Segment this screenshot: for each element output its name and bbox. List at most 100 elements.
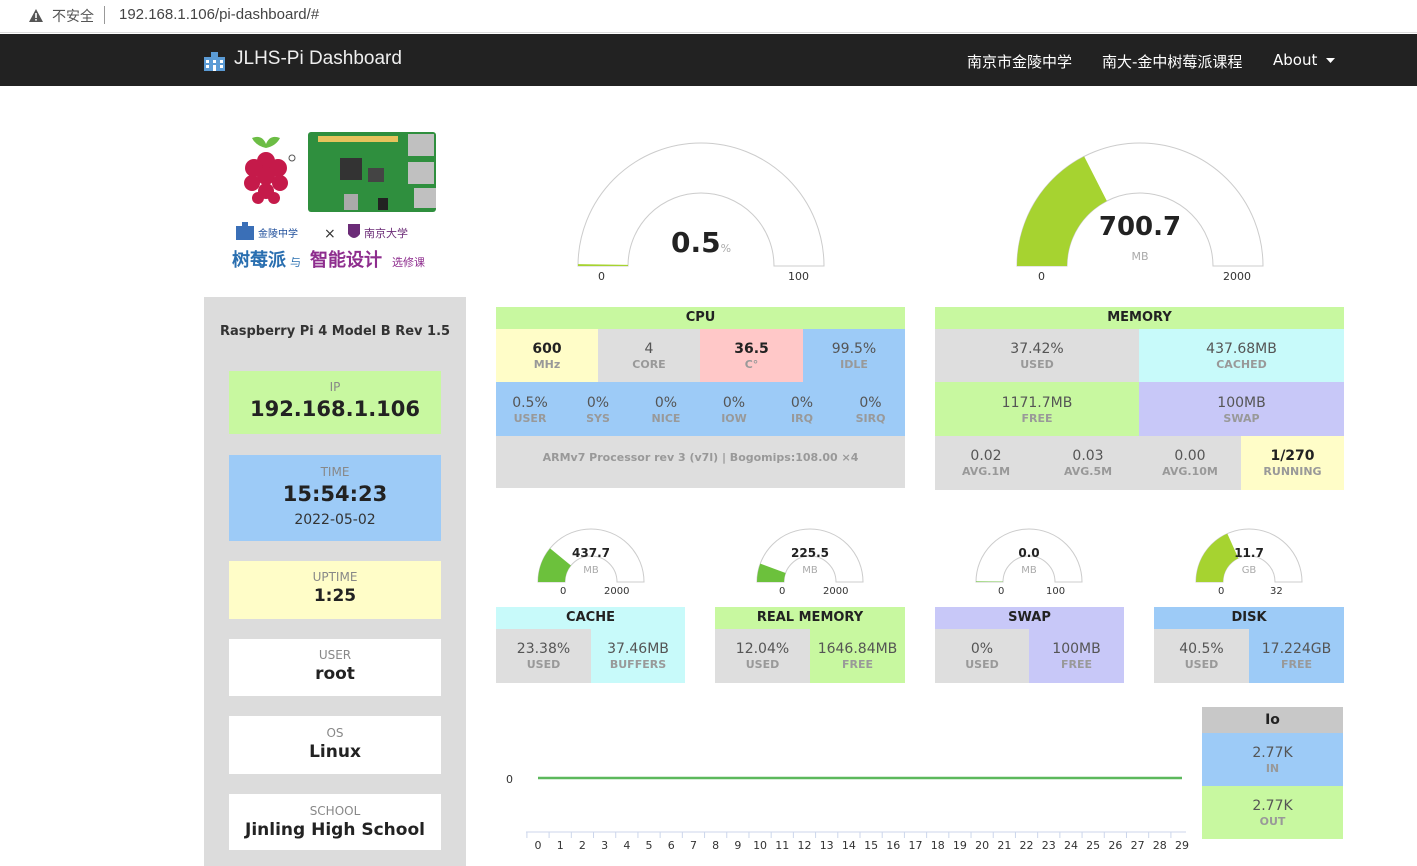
nav-link-jinling[interactable]: 南京市金陵中学 [967,53,1073,71]
swap-gauge-max: 100 [1046,586,1066,597]
cpu-stat-value: 0% [586,395,610,411]
disk-used-value: 40.5% [1179,641,1224,657]
x-tick-label: 9 [734,839,741,852]
real-memory-used-value: 12.04% [735,641,790,657]
school-building-icon [204,52,225,71]
gauge-fill [1017,156,1107,266]
gauge-fill [757,563,786,582]
disk-gauge-min: 0 [1218,586,1225,597]
url-field[interactable]: 192.168.1.106/pi-dashboard/# [119,6,320,23]
x-tick-label: 20 [975,839,989,852]
svg-text:选修课: 选修课 [392,255,425,269]
nav-link-course[interactable]: 南大-金中树莓派课程 [1102,53,1243,71]
x-tick-label: 27 [1131,839,1145,852]
x-tick-label: 24 [1064,839,1078,852]
cpu-stat-value: 0% [859,395,882,411]
cpu-stat-sirq: 0% SIRQ [836,395,905,425]
swap-gauge: 0.0 MB 0 100 [974,528,1084,600]
cpu-stat-label: IOW [721,412,747,425]
memory-title: MEMORY [935,307,1344,329]
time-value: 15:54:23 [282,482,388,506]
cache-used-cell: 23.38% USED [496,629,591,683]
swap-free-value: 100MB [1052,641,1101,657]
school-card: SCHOOL Jinling High School [229,794,441,850]
real-memory-gauge: 225.5 MB 0 2000 [755,528,865,600]
disk-used-cell: 40.5% USED [1154,629,1249,683]
load-avg-1m-label: AVG.1M [961,465,1011,478]
x-tick-label: 14 [842,839,856,852]
cpu-gauge-readout: 0.5% [576,226,826,259]
swap-gauge-min: 0 [998,586,1005,597]
ip-value: 192.168.1.106 [249,397,421,421]
cpu-stat-label: USER [513,412,547,425]
cpu-stat-value: 0.5% [512,395,548,411]
real-memory-gauge-dial [756,528,864,583]
x-tick-label: 26 [1108,839,1122,852]
caret-down-icon [1326,57,1336,63]
io-out-label: OUT [1259,815,1286,828]
cpu-freq-cell: 600 MHz [496,329,598,382]
real-memory-free-label: FREE [841,658,873,671]
cpu-temp-label: C° [744,358,759,371]
running-label: RUNNING [1263,465,1322,478]
cpu-title: CPU [496,307,905,329]
gauge-fill [976,581,1004,582]
y-tick-label: 0 [506,773,513,786]
swap-free-cell: 100MB FREE [1029,629,1124,683]
cpu-info: ARMv7 Processor rev 3 (v7l) | Bogomips:1… [496,436,905,488]
warning-icon [29,9,43,22]
cache-gauge-dial [537,528,645,583]
x-tick-label: 29 [1175,839,1189,852]
cpu-temp-cell: 36.5 C° [700,329,803,382]
ip-label: IP [329,380,341,394]
nav-dropdown-about[interactable]: About [1273,51,1336,69]
load-avg-5m-label: AVG.5M [1063,465,1113,478]
network-line-chart: 0 0 1 2 3 4 5 6 7 8 9 10 11 12 13 14 15 16 17 18 19 20 21 22 23… [506,773,1189,852]
x-tick-label: 17 [909,839,923,852]
user-card: USER root [229,639,441,696]
x-tick-label: 3 [601,839,608,852]
cpu-stat-value: 0% [654,395,678,411]
uptime-value: 1:25 [313,586,357,606]
cpu-gauge-value: 0.5 [670,226,721,259]
x-tick-label: 19 [953,839,967,852]
cache-buffers-label: BUFFERS [609,658,667,671]
cpu-idle-value: 99.5% [831,341,877,357]
memory-used-cell: 37.42% USED [935,329,1139,382]
user-label: USER [318,648,352,662]
cpu-stat-value: 0% [790,395,814,411]
cpu-stat-iow: 0% IOW [700,395,768,425]
school-value: Jinling High School [245,820,425,840]
cpu-stat-nice: 0% NICE [632,395,700,425]
cpu-freq-label: MHz [533,358,561,371]
svg-text:树莓派: 树莓派 [232,249,287,271]
x-tick-label: 11 [775,839,789,852]
memory-gauge-min: 0 [1038,270,1045,283]
user-value: root [315,664,355,684]
real-memory-gauge-value: 225.5 [791,546,829,560]
cache-gauge-max: 2000 [604,586,630,597]
x-tick-label: 10 [753,839,767,852]
real-memory-used-label: USED [745,658,780,671]
school-label: SCHOOL [309,804,361,818]
cpu-core-cell: 4 CORE [598,329,700,382]
x-tick-label: 16 [886,839,900,852]
uptime-card: UPTIME 1:25 [229,561,441,619]
cache-used-value: 23.38% [516,641,571,657]
x-tick-label: 12 [797,839,811,852]
memory-cached-value: 437.68MB [1206,341,1277,357]
cpu-stat-irq: 0% IRQ [768,395,836,425]
memory-cached-cell: 437.68MB CACHED [1139,329,1344,382]
brand-link[interactable]: JLHS-Pi Dashboard [234,48,402,69]
x-tick-label: 5 [646,839,653,852]
x-tick-label: 22 [1020,839,1034,852]
insecure-label[interactable]: 不安全 [52,9,94,25]
os-label: OS [326,726,344,740]
memory-free-cell: 1171.7MB FREE [935,382,1139,436]
svg-text:智能设计: 智能设计 [310,249,382,271]
cache-used-label: USED [526,658,561,671]
ip-card: IP 192.168.1.106 [229,371,441,434]
school-a-text: 金陵中学 [258,227,298,240]
cache-buffers-cell: 37.46MB BUFFERS [591,629,685,683]
real-memory-used-cell: 12.04% USED [715,629,810,683]
